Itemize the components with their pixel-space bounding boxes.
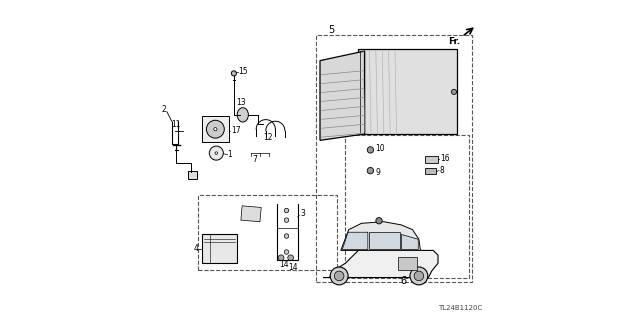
Circle shape bbox=[330, 267, 348, 285]
Text: 10: 10 bbox=[375, 144, 385, 152]
Circle shape bbox=[278, 255, 284, 261]
Circle shape bbox=[284, 208, 289, 213]
Text: 17: 17 bbox=[231, 126, 241, 135]
Text: 14: 14 bbox=[288, 263, 298, 272]
Text: 4: 4 bbox=[193, 244, 198, 253]
Text: 9: 9 bbox=[375, 168, 380, 177]
Polygon shape bbox=[320, 51, 365, 140]
Circle shape bbox=[215, 152, 218, 154]
Circle shape bbox=[414, 271, 424, 281]
Circle shape bbox=[284, 218, 289, 222]
Text: 12: 12 bbox=[263, 133, 273, 142]
Text: 14: 14 bbox=[280, 260, 289, 269]
Polygon shape bbox=[340, 222, 420, 250]
Circle shape bbox=[231, 71, 236, 76]
Polygon shape bbox=[369, 232, 400, 249]
Text: 1: 1 bbox=[227, 150, 232, 159]
FancyBboxPatch shape bbox=[202, 234, 237, 263]
Text: 13: 13 bbox=[236, 98, 246, 107]
Polygon shape bbox=[358, 49, 457, 134]
Text: Fr.: Fr. bbox=[448, 37, 460, 46]
Circle shape bbox=[214, 128, 217, 131]
Text: 16: 16 bbox=[440, 154, 449, 163]
Bar bbox=[188, 171, 197, 179]
Ellipse shape bbox=[237, 108, 248, 122]
Text: 6: 6 bbox=[400, 276, 406, 286]
Circle shape bbox=[451, 89, 456, 94]
Polygon shape bbox=[342, 232, 368, 249]
Bar bbox=[241, 206, 261, 222]
Text: 8: 8 bbox=[440, 166, 445, 175]
Polygon shape bbox=[323, 242, 438, 278]
Text: 7: 7 bbox=[252, 155, 257, 164]
Text: TL24B1120C: TL24B1120C bbox=[438, 305, 483, 311]
Circle shape bbox=[410, 267, 428, 285]
Polygon shape bbox=[401, 234, 419, 249]
Circle shape bbox=[376, 218, 382, 224]
Text: 5: 5 bbox=[328, 25, 334, 35]
Circle shape bbox=[284, 250, 289, 254]
Text: 2: 2 bbox=[162, 105, 166, 114]
Bar bbox=[202, 116, 229, 142]
Circle shape bbox=[209, 146, 223, 160]
Bar bbox=[398, 257, 417, 270]
Text: 15: 15 bbox=[239, 67, 248, 76]
Circle shape bbox=[288, 255, 294, 261]
Bar bbox=[425, 156, 438, 163]
Text: 11: 11 bbox=[172, 120, 181, 129]
Circle shape bbox=[367, 167, 374, 174]
Text: 3: 3 bbox=[300, 209, 305, 218]
Circle shape bbox=[367, 147, 374, 153]
Circle shape bbox=[334, 271, 344, 281]
Bar bbox=[425, 168, 436, 174]
Circle shape bbox=[284, 234, 289, 238]
Circle shape bbox=[207, 120, 224, 138]
